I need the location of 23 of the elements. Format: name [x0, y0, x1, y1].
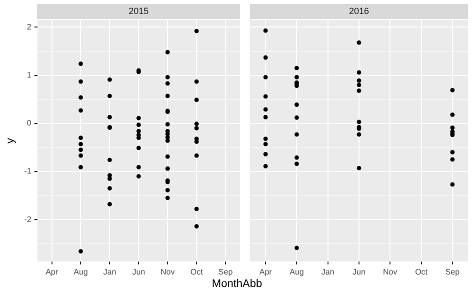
x-tick-label: Sep [218, 267, 234, 276]
y-tick-label: -1 [24, 166, 32, 176]
x-tick-label: Sep [445, 267, 460, 276]
x-axis-title: MonthAbb [210, 278, 264, 290]
x-tick-label: Apr [259, 267, 272, 276]
y-tick-label: 0 [26, 118, 32, 128]
chart-title: 2016 [250, 4, 468, 19]
y-tick-label: 1 [26, 70, 32, 80]
x-tick-label: Jan [103, 267, 116, 276]
x-tick-label: Apr [46, 267, 58, 276]
x-tick-label: Nov [383, 267, 398, 276]
x-tick-label: Aug [290, 267, 304, 276]
x-tick-label: Nov [160, 267, 175, 276]
x-tick-label: Oct [190, 267, 204, 276]
chart-title: 2015 [37, 4, 240, 19]
x-tick-label: Jun [352, 267, 366, 276]
x-tick-label: Jan [321, 267, 334, 276]
x-tick-label: Jun [132, 267, 146, 276]
y-tick-label: 2 [26, 22, 32, 32]
y-tick-label: -2 [24, 214, 32, 224]
x-tick-label: Oct [415, 267, 428, 276]
x-tick-label: Aug [74, 267, 88, 276]
y-axis-title: y [4, 137, 17, 144]
